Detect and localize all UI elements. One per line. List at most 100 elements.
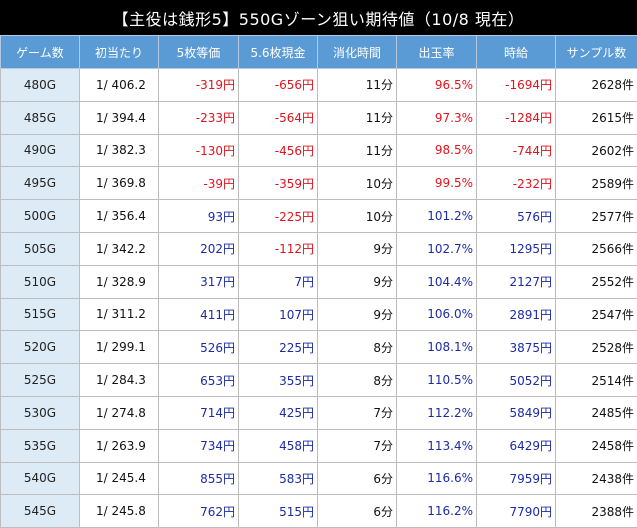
cell-sample-count: 2615件 bbox=[556, 101, 637, 134]
cell-payout-rate: 112.2% bbox=[397, 396, 477, 429]
cell-5-equal: 653円 bbox=[159, 364, 239, 397]
cell-hourly-wage: 3875円 bbox=[477, 331, 556, 364]
cell-sample-count: 2602件 bbox=[556, 134, 637, 167]
cell-play-time: 9分 bbox=[318, 232, 397, 265]
header-hourly-wage: 時給 bbox=[477, 36, 556, 69]
cell-first-hit: 1/ 328.9 bbox=[80, 265, 159, 298]
cell-hourly-wage: 1295円 bbox=[477, 232, 556, 265]
header-play-time: 消化時間 bbox=[318, 36, 397, 69]
cell-play-time: 10分 bbox=[318, 167, 397, 200]
cell-sample-count: 2628件 bbox=[556, 69, 637, 102]
cell-5-6-cash: 225円 bbox=[239, 331, 318, 364]
header-payout-rate: 出玉率 bbox=[397, 36, 477, 69]
cell-5-equal: 855円 bbox=[159, 462, 239, 495]
cell-hourly-wage: 576円 bbox=[477, 200, 556, 233]
cell-sample-count: 2485件 bbox=[556, 396, 637, 429]
cell-sample-count: 2528件 bbox=[556, 331, 637, 364]
cell-payout-rate: 101.2% bbox=[397, 200, 477, 233]
cell-hourly-wage: 6429円 bbox=[477, 429, 556, 462]
cell-5-equal: 411円 bbox=[159, 298, 239, 331]
cell-5-equal: 317円 bbox=[159, 265, 239, 298]
cell-sample-count: 2547件 bbox=[556, 298, 637, 331]
cell-play-time: 11分 bbox=[318, 101, 397, 134]
cell-first-hit: 1/ 394.4 bbox=[80, 101, 159, 134]
cell-game-count: 525G bbox=[1, 364, 80, 397]
cell-play-time: 8分 bbox=[318, 364, 397, 397]
cell-hourly-wage: -1694円 bbox=[477, 69, 556, 102]
cell-first-hit: 1/ 311.2 bbox=[80, 298, 159, 331]
header-game-count: ゲーム数 bbox=[1, 36, 80, 69]
cell-hourly-wage: -232円 bbox=[477, 167, 556, 200]
cell-payout-rate: 96.5% bbox=[397, 69, 477, 102]
cell-hourly-wage: -1284円 bbox=[477, 101, 556, 134]
cell-5-equal: -233円 bbox=[159, 101, 239, 134]
cell-payout-rate: 113.4% bbox=[397, 429, 477, 462]
cell-game-count: 515G bbox=[1, 298, 80, 331]
cell-5-6-cash: 7円 bbox=[239, 265, 318, 298]
expected-value-table: ゲーム数 初当たり 5枚等価 5.6枚現金 消化時間 出玉率 時給 サンプル数 … bbox=[0, 35, 637, 528]
cell-payout-rate: 104.4% bbox=[397, 265, 477, 298]
cell-5-6-cash: -564円 bbox=[239, 101, 318, 134]
cell-5-equal: -130円 bbox=[159, 134, 239, 167]
cell-5-equal: 714円 bbox=[159, 396, 239, 429]
cell-5-6-cash: -456円 bbox=[239, 134, 318, 167]
cell-first-hit: 1/ 369.8 bbox=[80, 167, 159, 200]
cell-5-equal: 202円 bbox=[159, 232, 239, 265]
cell-5-6-cash: 107円 bbox=[239, 298, 318, 331]
cell-payout-rate: 97.3% bbox=[397, 101, 477, 134]
cell-payout-rate: 110.5% bbox=[397, 364, 477, 397]
cell-play-time: 6分 bbox=[318, 462, 397, 495]
cell-first-hit: 1/ 356.4 bbox=[80, 200, 159, 233]
cell-5-6-cash: 583円 bbox=[239, 462, 318, 495]
cell-sample-count: 2589件 bbox=[556, 167, 637, 200]
cell-game-count: 505G bbox=[1, 232, 80, 265]
cell-game-count: 510G bbox=[1, 265, 80, 298]
cell-first-hit: 1/ 284.3 bbox=[80, 364, 159, 397]
cell-game-count: 520G bbox=[1, 331, 80, 364]
cell-play-time: 9分 bbox=[318, 265, 397, 298]
cell-play-time: 10分 bbox=[318, 200, 397, 233]
cell-first-hit: 1/ 382.3 bbox=[80, 134, 159, 167]
cell-game-count: 480G bbox=[1, 69, 80, 102]
cell-hourly-wage: 2127円 bbox=[477, 265, 556, 298]
header-5-equal: 5枚等価 bbox=[159, 36, 239, 69]
cell-payout-rate: 102.7% bbox=[397, 232, 477, 265]
cell-play-time: 8分 bbox=[318, 331, 397, 364]
cell-5-6-cash: -656円 bbox=[239, 69, 318, 102]
cell-payout-rate: 99.5% bbox=[397, 167, 477, 200]
cell-5-6-cash: 425円 bbox=[239, 396, 318, 429]
header-5-6-cash: 5.6枚現金 bbox=[239, 36, 318, 69]
cell-play-time: 11分 bbox=[318, 134, 397, 167]
cell-game-count: 500G bbox=[1, 200, 80, 233]
cell-5-equal: 734円 bbox=[159, 429, 239, 462]
cell-5-6-cash: -112円 bbox=[239, 232, 318, 265]
cell-5-equal: -319円 bbox=[159, 69, 239, 102]
cell-5-equal: 526円 bbox=[159, 331, 239, 364]
cell-game-count: 485G bbox=[1, 101, 80, 134]
cell-5-equal: 93円 bbox=[159, 200, 239, 233]
cell-first-hit: 1/ 299.1 bbox=[80, 331, 159, 364]
cell-payout-rate: 106.0% bbox=[397, 298, 477, 331]
cell-5-6-cash: -225円 bbox=[239, 200, 318, 233]
cell-game-count: 535G bbox=[1, 429, 80, 462]
cell-hourly-wage: -744円 bbox=[477, 134, 556, 167]
header-row: ゲーム数 初当たり 5枚等価 5.6枚現金 消化時間 出玉率 時給 サンプル数 bbox=[1, 36, 637, 69]
cell-first-hit: 1/ 342.2 bbox=[80, 232, 159, 265]
cell-5-6-cash: -359円 bbox=[239, 167, 318, 200]
cell-play-time: 7分 bbox=[318, 429, 397, 462]
header-first-hit: 初当たり bbox=[80, 36, 159, 69]
cell-sample-count: 2438件 bbox=[556, 462, 637, 495]
cell-5-6-cash: 355円 bbox=[239, 364, 318, 397]
cell-play-time: 11分 bbox=[318, 69, 397, 102]
